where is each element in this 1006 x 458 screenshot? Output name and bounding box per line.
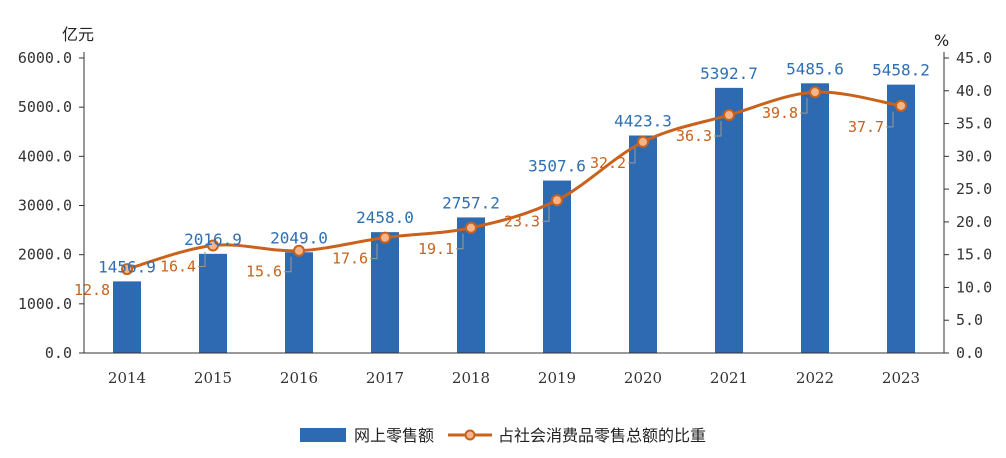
line-value-label: 16.4 xyxy=(160,257,196,275)
bar xyxy=(371,232,399,353)
x-tick-label: 2020 xyxy=(624,369,662,387)
right-tick-label: 20.0 xyxy=(956,213,992,231)
legend-bar-swatch xyxy=(300,428,346,442)
x-tick-label: 2019 xyxy=(538,369,576,387)
line-point xyxy=(637,135,649,148)
left-axis-ticks: 0.0 1000.0 2000.0 3000.0 4000.0 5000.0 6000.0 xyxy=(18,49,84,362)
line-label-leader xyxy=(628,147,636,164)
line-label-leader xyxy=(542,206,550,222)
line-point xyxy=(723,109,735,122)
bar-value-label: 1456.9 xyxy=(98,257,156,276)
bar xyxy=(285,252,313,353)
bar xyxy=(801,83,829,354)
x-tick-label: 2015 xyxy=(194,369,232,387)
x-tick-label: 2017 xyxy=(366,369,404,387)
line-series xyxy=(121,86,907,276)
line-label-leader xyxy=(886,111,894,128)
line-label-leader xyxy=(456,233,464,250)
bars-series xyxy=(113,83,915,354)
line-label-leader xyxy=(370,243,378,260)
line-point xyxy=(551,194,563,207)
x-axis-ticks: 2014 2015 2016 2017 2018 2019 2020 2021 2022 2023 xyxy=(108,369,920,387)
line-value-label: 36.3 xyxy=(676,127,712,145)
bar xyxy=(113,281,141,353)
bar xyxy=(629,135,657,353)
left-tick-label: 3000.0 xyxy=(18,197,72,215)
right-tick-label: 25.0 xyxy=(956,180,992,198)
line-value-label: 23.3 xyxy=(504,212,540,230)
bar-value-label: 2049.0 xyxy=(270,228,328,247)
right-axis-ticks: 0.0 5.0 10.0 15.0 20.0 25.0 30.0 35.0 40.0 45.0 xyxy=(944,49,992,362)
x-tick-label: 2016 xyxy=(280,369,318,387)
left-tick-label: 4000.0 xyxy=(18,147,72,165)
x-tick-label: 2023 xyxy=(882,369,920,387)
left-tick-label: 6000.0 xyxy=(18,49,72,67)
right-tick-label: 35.0 xyxy=(956,115,992,133)
legend-line-label: 占社会消费品零售总额的比重 xyxy=(498,426,706,445)
bar-value-label: 5485.6 xyxy=(786,59,844,78)
axes xyxy=(83,52,945,354)
line-value-label: 12.8 xyxy=(74,281,110,299)
bar-value-labels: 1456.9 2016.9 2049.0 2458.0 2757.2 3507.6 4423… xyxy=(98,59,930,276)
line-value-label: 15.6 xyxy=(246,263,282,281)
bar xyxy=(543,180,571,353)
right-tick-label: 30.0 xyxy=(956,147,992,165)
line-value-label: 32.2 xyxy=(590,154,626,172)
bar-value-label: 5392.7 xyxy=(700,64,758,83)
left-tick-label: 2000.0 xyxy=(18,246,72,264)
line-point xyxy=(465,221,477,234)
line-label-leader xyxy=(198,251,206,267)
legend-line-marker xyxy=(464,429,476,441)
right-tick-label: 5.0 xyxy=(956,311,983,329)
legend: 网上零售额 占社会消费品零售总额的比重 xyxy=(300,426,706,445)
left-tick-label: 1000.0 xyxy=(18,295,72,313)
left-tick-label: 0.0 xyxy=(45,344,72,362)
bar-value-label: 5458.2 xyxy=(872,61,930,80)
right-tick-label: 45.0 xyxy=(956,49,992,67)
x-tick-label: 2021 xyxy=(710,369,748,387)
x-tick-label: 2022 xyxy=(796,369,834,387)
line-path xyxy=(126,90,902,271)
line-value-label: 37.7 xyxy=(848,118,884,136)
line-value-labels: 12.8 16.4 15.6 17.6 19.1 23.3 32.2 36.3 39.8 37.7 xyxy=(74,98,894,299)
x-tick-label: 2014 xyxy=(108,369,146,387)
right-tick-label: 40.0 xyxy=(956,82,992,100)
line-value-label: 17.6 xyxy=(332,250,368,268)
bar-value-label: 2016.9 xyxy=(184,230,242,249)
bar-value-label: 3507.6 xyxy=(528,157,586,176)
x-tick-label: 2018 xyxy=(452,369,490,387)
bar-value-label: 2458.0 xyxy=(356,208,414,227)
bar xyxy=(715,87,743,353)
line-point xyxy=(809,86,821,99)
line-value-label: 19.1 xyxy=(418,240,454,258)
line-label-leader xyxy=(714,121,722,137)
line-label-leader xyxy=(284,256,292,273)
bar xyxy=(457,217,485,353)
legend-bar-label: 网上零售额 xyxy=(354,426,434,445)
left-tick-label: 5000.0 xyxy=(18,98,72,116)
right-tick-label: 0.0 xyxy=(956,344,983,362)
right-tick-label: 15.0 xyxy=(956,246,992,264)
line-point xyxy=(207,239,219,252)
line-point xyxy=(121,263,133,276)
right-axis-unit: % xyxy=(934,31,949,50)
line-point xyxy=(293,244,305,257)
bar-value-label: 2757.2 xyxy=(442,193,500,212)
bar xyxy=(199,253,227,353)
line-point xyxy=(379,231,391,244)
left-axis-unit: 亿元 xyxy=(62,25,94,44)
line-label-leader xyxy=(800,98,808,114)
bar-value-label: 4423.3 xyxy=(614,112,672,131)
right-tick-label: 10.0 xyxy=(956,278,992,296)
bar xyxy=(887,84,915,354)
line-point xyxy=(895,99,907,112)
line-value-label: 39.8 xyxy=(762,104,798,122)
